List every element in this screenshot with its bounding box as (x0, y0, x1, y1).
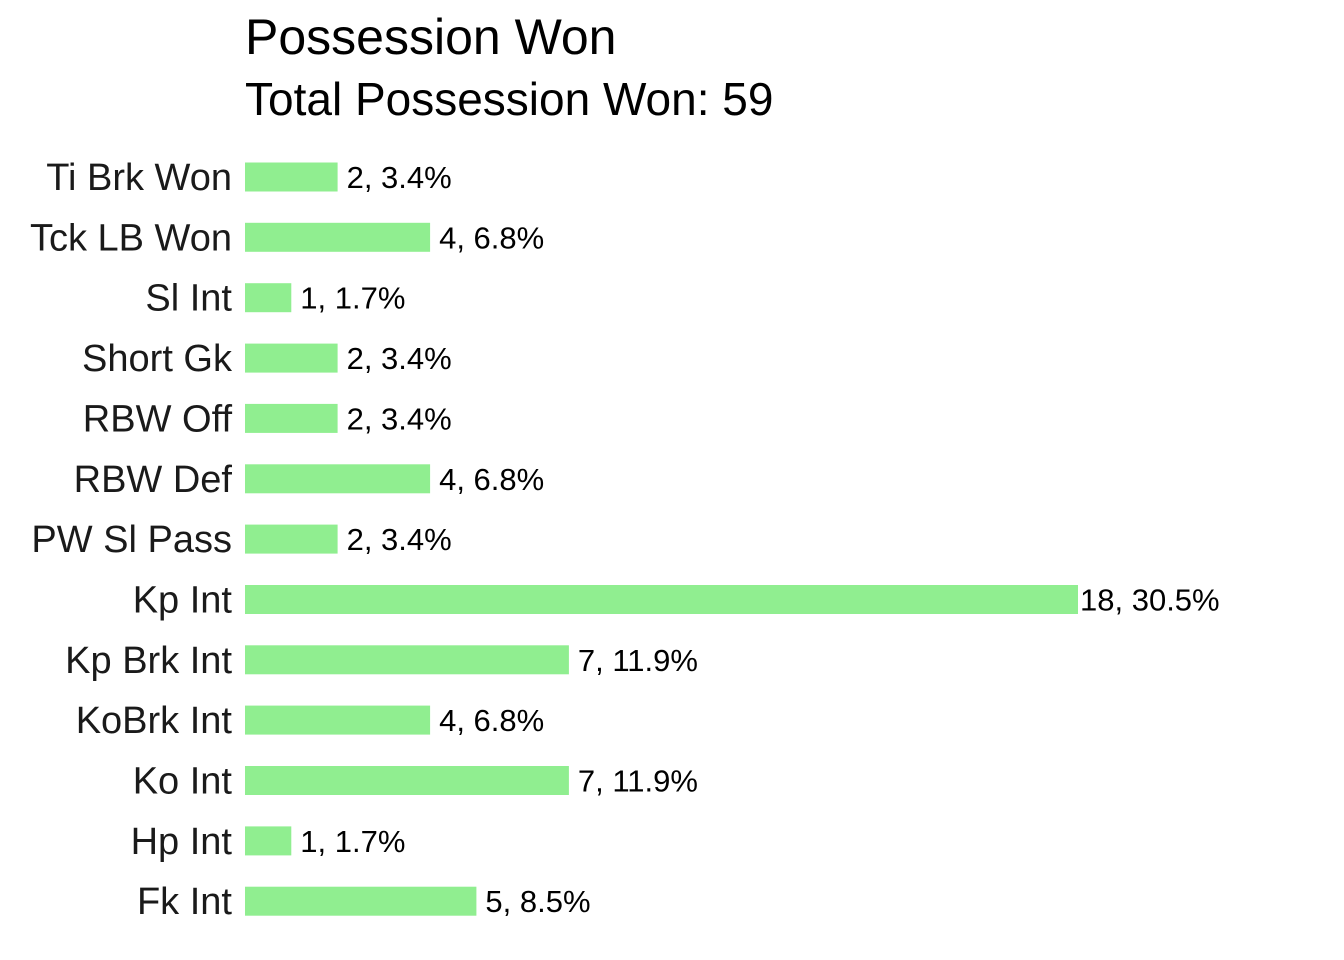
category-label: Kp Int (133, 580, 233, 622)
category-label: Fk Int (137, 881, 232, 923)
category-labels-layer: Ti Brk Won Tck LB Won Sl Int Short Gk RBW Of… (30, 157, 233, 923)
data-label: 1, 1.7% (300, 824, 405, 859)
bar (245, 283, 292, 313)
bar (245, 585, 1078, 614)
data-labels-layer: 2, 3.4% 4, 6.8% 1, 1.7% 2, 3.4% 2, 3.4% 4, 6.… (300, 160, 1219, 919)
chart-subtitle: Total Possession Won: 59 (245, 73, 774, 125)
bar (245, 886, 477, 916)
category-label: Ti Brk Won (46, 157, 232, 199)
category-label: Ko Int (133, 761, 233, 803)
bar (245, 645, 569, 675)
bar (245, 524, 338, 554)
data-label: 4, 6.8% (439, 220, 544, 255)
category-label: RBW Def (74, 459, 233, 501)
data-label: 18, 30.5% (1080, 583, 1220, 618)
category-label: Short Gk (82, 338, 233, 380)
data-label: 1, 1.7% (300, 281, 405, 316)
category-label: Tck LB Won (30, 217, 232, 259)
data-label: 2, 3.4% (347, 341, 452, 376)
data-label: 4, 6.8% (439, 703, 544, 738)
chart-title: Possession Won (245, 9, 617, 65)
data-label: 2, 3.4% (347, 522, 452, 557)
category-label: Hp Int (131, 821, 233, 863)
category-label: Sl Int (145, 278, 232, 320)
bar (245, 766, 569, 795)
bar (245, 222, 431, 252)
data-label: 4, 6.8% (439, 462, 544, 497)
bar (245, 826, 292, 856)
bars-layer (245, 162, 1078, 916)
bar (245, 343, 338, 373)
bar (245, 464, 431, 494)
data-label: 2, 3.4% (347, 401, 452, 436)
bar (245, 705, 431, 735)
bar (245, 162, 338, 192)
data-label: 5, 8.5% (485, 884, 590, 919)
bar (245, 403, 338, 433)
data-label: 7, 11.9% (578, 643, 698, 678)
category-label: Kp Brk Int (65, 640, 232, 682)
data-label: 7, 11.9% (578, 764, 698, 799)
category-label: PW Sl Pass (31, 519, 232, 561)
category-label: KoBrk Int (76, 700, 233, 742)
category-label: RBW Off (83, 398, 233, 440)
data-label: 2, 3.4% (347, 160, 452, 195)
